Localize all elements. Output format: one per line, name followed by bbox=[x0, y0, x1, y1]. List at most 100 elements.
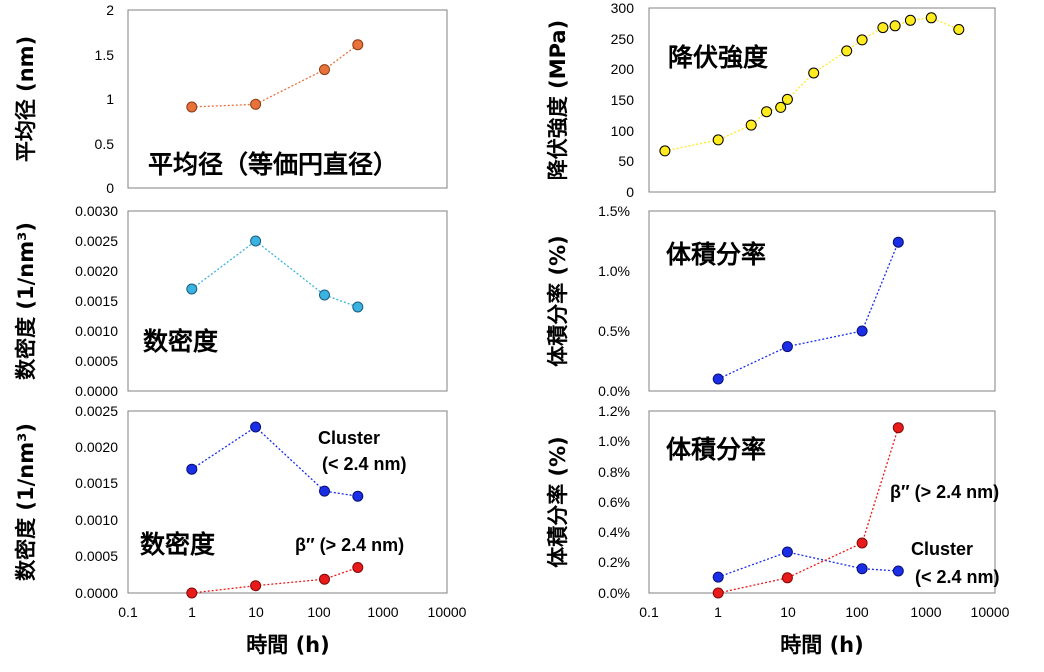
annotation-volfrac-title: 体積分率 bbox=[666, 240, 766, 269]
xtick-label: 10000 bbox=[428, 604, 467, 620]
ytick-label: 1.2% bbox=[598, 403, 630, 419]
annotation-density2-title: 数密度 bbox=[140, 530, 215, 559]
ytick-label: 0.0015 bbox=[75, 293, 118, 309]
series-strength bbox=[659, 12, 965, 157]
strength-series-0-point bbox=[761, 106, 773, 118]
series-volfrac2 bbox=[712, 422, 904, 599]
annotation-cluster-label-2: Cluster bbox=[911, 539, 973, 559]
panel-density: 0.0000 0.0005 0.0010 0.0015 0.0020 0.002… bbox=[14, 203, 448, 399]
y-axis-label-strength: 降伏強度 (MPa) bbox=[546, 20, 570, 180]
ytick-label: 0.0025 bbox=[75, 403, 118, 419]
strength-series-0-point bbox=[877, 22, 889, 34]
ytick-label: 1.5 bbox=[95, 47, 115, 63]
volfrac-series-0-point bbox=[892, 236, 904, 248]
strength-series-0-point bbox=[856, 34, 868, 46]
density2-series-1-point bbox=[250, 580, 262, 592]
y-axis-label-density2: 数密度 (1/nm³) bbox=[14, 423, 38, 581]
xtick-label: 1000 bbox=[367, 604, 398, 620]
ytick-label: 0.2% bbox=[598, 554, 630, 570]
xtick-label: 1 bbox=[188, 604, 196, 620]
volfrac2-series-1-point bbox=[856, 537, 868, 549]
x-axis-label-density2: 時間 (h) bbox=[246, 633, 329, 657]
yticks-strength: 0 100 50 150 200 250 300 bbox=[611, 0, 635, 200]
volfrac2-series-0-line bbox=[717, 551, 899, 578]
density2-series-1-point bbox=[319, 573, 330, 585]
ytick-label: 1 bbox=[106, 91, 114, 107]
xtick-label: 10000 bbox=[971, 604, 1010, 620]
volfrac2-series-0-point bbox=[712, 571, 724, 583]
density2-series-1-point bbox=[186, 587, 198, 599]
ytick-label: 1.5% bbox=[598, 203, 630, 219]
density-series-0-point bbox=[250, 235, 262, 247]
series-density bbox=[186, 235, 364, 313]
xtick-label: 0.1 bbox=[639, 604, 659, 620]
annotation-cluster-size-2: (< 2.4 nm) bbox=[915, 567, 1000, 587]
ytick-label: 0.5 bbox=[95, 136, 115, 152]
plot-area-density2 bbox=[127, 410, 448, 594]
ytick-label: 0 bbox=[106, 180, 114, 196]
yticks-volfrac: 0.0% 0.5% 1.0% 1.5% bbox=[598, 203, 630, 399]
ytick-label: 250 bbox=[611, 31, 635, 47]
annotation-volfrac2-title: 体積分率 bbox=[666, 435, 766, 464]
annotation-cluster-size: (< 2.4 nm) bbox=[322, 454, 407, 474]
plot-area-volfrac bbox=[648, 210, 996, 392]
ytick-label: 300 bbox=[611, 0, 635, 16]
xticks-density2: 0.1 1 10 100 1000 10000 bbox=[118, 604, 466, 620]
ytick-label: 200 bbox=[611, 61, 635, 77]
density2-series-0-point bbox=[319, 485, 330, 497]
strength-series-0-point bbox=[775, 101, 787, 113]
annotation-beta-label-2: β″ (> 2.4 nm) bbox=[890, 482, 999, 502]
xtick-label: 1 bbox=[714, 604, 722, 620]
volfrac2-series-0-point bbox=[856, 563, 868, 575]
series-size bbox=[186, 39, 364, 113]
ytick-label: 0.0020 bbox=[75, 263, 118, 279]
size-series-0-line bbox=[191, 44, 359, 108]
plot-area-size bbox=[127, 9, 448, 189]
xtick-label: 100 bbox=[845, 604, 869, 620]
volfrac2-series-0-point bbox=[781, 546, 793, 558]
ytick-label: 0 bbox=[626, 184, 634, 200]
strength-series-0-point bbox=[889, 20, 901, 32]
panel-size: 0 0.5 1 1.5 2 平均径 (nm) 平均径（等価円直径） bbox=[14, 2, 448, 196]
yticks-volfrac2: 0.0% 0.2% 0.4% 0.6% 0.8% 1.0% 1.2% bbox=[598, 403, 630, 601]
strength-series-0-point bbox=[712, 134, 724, 146]
strength-series-0-point bbox=[953, 24, 965, 35]
density-series-0-point bbox=[319, 289, 330, 301]
density2-series-1-line bbox=[191, 566, 359, 594]
ytick-label: 0.0015 bbox=[75, 475, 118, 491]
ytick-label: 0.6% bbox=[598, 494, 630, 510]
size-series-0-point bbox=[186, 101, 198, 113]
plot-area-strength bbox=[648, 7, 996, 193]
size-series-0-point bbox=[250, 98, 262, 110]
ytick-label: 0.0000 bbox=[75, 383, 118, 399]
density2-series-0-point bbox=[352, 490, 364, 502]
plot-area-volfrac2 bbox=[648, 410, 996, 594]
ytick-label: 0.0% bbox=[598, 585, 630, 601]
size-series-0-point bbox=[319, 64, 330, 76]
strength-series-0-point bbox=[745, 119, 757, 131]
strength-series-0-point bbox=[808, 67, 820, 79]
size-series-0-point bbox=[352, 39, 364, 51]
density2-series-1-point bbox=[352, 562, 364, 573]
density2-series-0-point bbox=[250, 421, 262, 433]
volfrac2-series-0-point bbox=[892, 565, 904, 577]
ytick-label: 0.0005 bbox=[75, 353, 118, 369]
ytick-label: 0.0010 bbox=[75, 323, 118, 339]
x-axis-label-volfrac2: 時間 (h) bbox=[780, 633, 863, 657]
volfrac-series-0-line bbox=[717, 241, 899, 380]
density2-series-0-point bbox=[186, 463, 198, 475]
volfrac2-series-1-line bbox=[718, 427, 899, 594]
panel-volfrac2: 0.0% 0.2% 0.4% 0.6% 0.8% 1.0% 1.2% 0.1 1… bbox=[546, 403, 1010, 657]
ytick-label: 0.0025 bbox=[75, 233, 118, 249]
volfrac2-series-1-point bbox=[712, 587, 724, 599]
annotation-density-title: 数密度 bbox=[143, 327, 218, 356]
xticks-volfrac2: 0.1 1 10 100 1000 10000 bbox=[639, 604, 1009, 620]
ytick-label: 1.0% bbox=[598, 263, 630, 279]
density-series-0-point bbox=[186, 283, 198, 295]
volfrac2-series-1-point bbox=[892, 422, 904, 434]
volfrac-series-0-point bbox=[856, 325, 868, 337]
strength-series-0-point bbox=[841, 45, 853, 57]
ytick-label: 0.4% bbox=[598, 524, 630, 540]
density-series-0-point bbox=[352, 301, 364, 313]
